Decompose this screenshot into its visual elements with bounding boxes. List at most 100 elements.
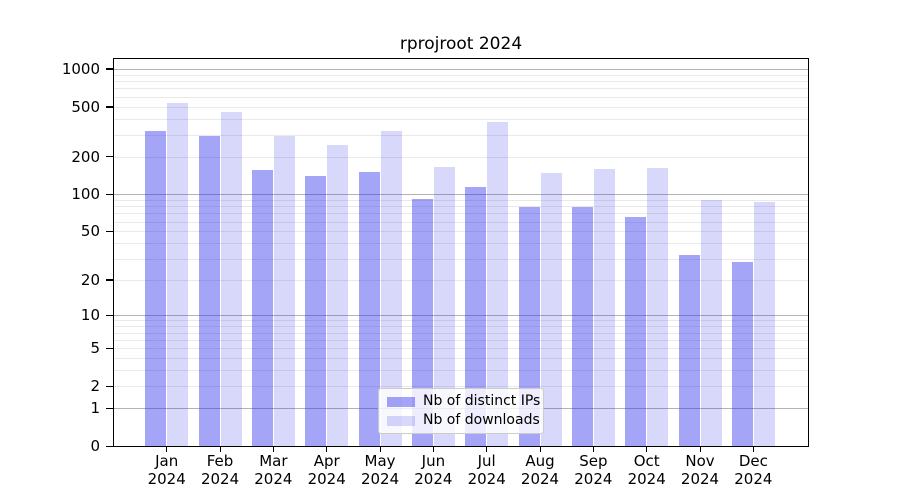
- y-tick-mark: [106, 193, 113, 195]
- y-tick-label: 500: [71, 97, 100, 116]
- bar-downloads: [327, 144, 349, 446]
- legend-item-downloads: Nb of downloads: [387, 413, 543, 428]
- x-tick-mark: [326, 447, 328, 452]
- minor-gridline: [114, 118, 808, 120]
- bar-distinct-ips: [251, 170, 273, 446]
- x-tick-year: 2024: [467, 470, 506, 488]
- x-tick-mark: [699, 447, 701, 452]
- x-tick-mark: [219, 447, 221, 452]
- x-tick-year: 2024: [574, 470, 613, 488]
- minor-gridline: [114, 258, 808, 260]
- x-tick-label: Jan 2024: [125, 452, 209, 488]
- minor-gridline: [114, 386, 808, 388]
- x-tick-mark: [539, 447, 541, 452]
- x-tick-mark: [592, 447, 595, 452]
- bar-downloads: [487, 121, 509, 446]
- y-tick-mark: [106, 407, 113, 409]
- x-tick-mark: [272, 447, 275, 452]
- x-tick-year: 2024: [520, 470, 560, 488]
- minor-gridline: [114, 370, 808, 372]
- minor-gridline: [114, 221, 808, 223]
- minor-gridline: [114, 339, 808, 341]
- x-tick-label: Nov 2024: [658, 452, 742, 488]
- x-tick-label: Apr 2024: [285, 452, 369, 488]
- legend-item-distinct-ips: Nb of distinct IPs: [387, 394, 543, 409]
- bar-downloads: [593, 169, 615, 446]
- bar-downloads: [220, 112, 242, 446]
- bar-distinct-ips: [358, 172, 380, 446]
- x-tick-year: 2024: [147, 470, 186, 488]
- bar-downloads: [433, 167, 455, 446]
- x-tick-label: Aug 2024: [498, 452, 582, 488]
- bar-downloads: [647, 167, 669, 446]
- x-tick-label: May 2024: [338, 452, 422, 488]
- x-tick-year: 2024: [627, 470, 666, 488]
- y-tick-mark: [106, 230, 113, 233]
- x-tick-mark: [432, 447, 435, 452]
- bar-distinct-ips: [678, 255, 700, 446]
- minor-gridline: [114, 231, 808, 233]
- bar-downloads: [380, 131, 402, 446]
- bar-distinct-ips: [305, 175, 327, 446]
- minor-gridline: [114, 348, 808, 350]
- legend-label-downloads: Nb of downloads: [423, 412, 540, 428]
- x-tick-mark: [646, 447, 648, 452]
- y-tick-mark: [106, 385, 113, 387]
- minor-gridline: [114, 134, 808, 136]
- legend-swatch-distinct-ips: [387, 396, 415, 407]
- y-tick-label: 50: [80, 222, 100, 241]
- y-tick-label: 1000: [61, 59, 100, 78]
- legend: Nb of distinct IPs Nb of downloads: [378, 388, 544, 434]
- minor-gridline: [114, 156, 808, 158]
- bar-distinct-ips: [625, 216, 647, 446]
- x-tick-label: Jun 2024: [391, 452, 475, 488]
- minor-gridline: [114, 320, 808, 322]
- plot-area: Nb of distinct IPs Nb of downloads: [113, 58, 809, 447]
- minor-gridline: [114, 279, 808, 281]
- minor-gridline: [114, 96, 808, 98]
- x-tick-label: Jul 2024: [445, 452, 529, 488]
- x-tick-year: 2024: [680, 470, 720, 488]
- bar-distinct-ips: [731, 262, 753, 446]
- y-tick-mark: [106, 445, 113, 447]
- bar-downloads: [540, 172, 562, 446]
- minor-gridline: [114, 206, 808, 208]
- major-gridline: [114, 194, 808, 196]
- y-tick-mark: [106, 106, 113, 108]
- y-tick-mark: [106, 156, 113, 158]
- bar-distinct-ips: [411, 199, 433, 446]
- bar-distinct-ips: [198, 136, 220, 446]
- minor-gridline: [114, 243, 808, 245]
- bar-distinct-ips: [571, 206, 593, 446]
- x-tick-mark: [752, 447, 755, 452]
- bar-distinct-ips: [145, 131, 167, 446]
- y-tick-label: 200: [71, 147, 100, 166]
- bar-distinct-ips: [465, 186, 487, 446]
- minor-gridline: [114, 199, 808, 201]
- y-tick-label: 0: [90, 437, 100, 455]
- minor-gridline: [114, 106, 808, 108]
- major-gridline: [114, 68, 808, 70]
- x-tick-mark: [166, 447, 168, 452]
- x-tick-year: 2024: [307, 470, 346, 488]
- minor-gridline: [114, 88, 808, 90]
- minor-gridline: [114, 74, 808, 76]
- bar-downloads: [167, 102, 189, 446]
- x-tick-year: 2024: [360, 470, 400, 488]
- chart-title: rprojroot 2024: [399, 34, 523, 54]
- y-tick-mark: [106, 314, 113, 316]
- minor-gridline: [114, 326, 808, 328]
- y-tick-mark: [106, 279, 113, 281]
- y-tick-label: 20: [80, 270, 100, 289]
- bar-distinct-ips: [518, 206, 540, 446]
- y-tick-mark: [106, 68, 113, 70]
- bar-downloads: [753, 201, 775, 446]
- x-tick-label: Mar 2024: [231, 452, 315, 488]
- y-tick-label: 100: [71, 185, 100, 204]
- minor-gridline: [114, 332, 808, 334]
- x-tick-label: Oct 2024: [605, 452, 689, 488]
- x-tick-mark: [379, 447, 381, 452]
- y-tick-label: 10: [80, 306, 100, 325]
- y-tick-label: 2: [90, 377, 100, 396]
